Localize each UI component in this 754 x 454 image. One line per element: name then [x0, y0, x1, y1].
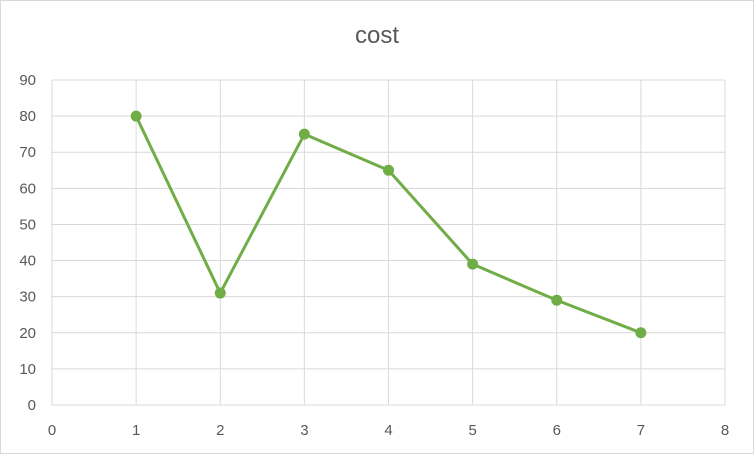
data-point [130, 110, 142, 122]
x-tick-label: 1 [132, 422, 140, 439]
data-point [298, 128, 310, 140]
x-tick-label: 2 [216, 422, 224, 439]
data-point [467, 258, 479, 270]
y-tick-label: 90 [19, 72, 36, 89]
y-tick-label: 50 [19, 216, 36, 233]
x-tick-label: 5 [468, 422, 476, 439]
y-tick-label: 20 [19, 325, 36, 342]
y-tick-label: 30 [19, 289, 36, 306]
data-point [551, 294, 563, 306]
y-tick-label: 60 [19, 180, 36, 197]
y-tick-label: 10 [19, 361, 36, 378]
tick-labels: 0 10 20 30 40 50 60 70 80 90 0 1 2 3 4 5 6 7 8 [19, 72, 729, 439]
x-tick-label: 8 [721, 422, 729, 439]
x-tick-label: 6 [553, 422, 561, 439]
y-tick-label: 0 [28, 397, 36, 414]
data-point [383, 164, 394, 176]
y-tick-label: 70 [19, 144, 36, 161]
series-cost [130, 110, 647, 339]
data-point [214, 287, 226, 299]
data-point [635, 327, 647, 339]
x-tick-label: 4 [384, 422, 392, 439]
x-tick-label: 3 [300, 422, 308, 439]
chart-title: cost [354, 22, 399, 49]
x-tick-label: 7 [637, 422, 645, 439]
x-tick-label: 0 [48, 422, 56, 439]
y-tick-label: 40 [19, 253, 36, 270]
gridlines [51, 79, 726, 406]
y-tick-label: 80 [19, 108, 36, 125]
